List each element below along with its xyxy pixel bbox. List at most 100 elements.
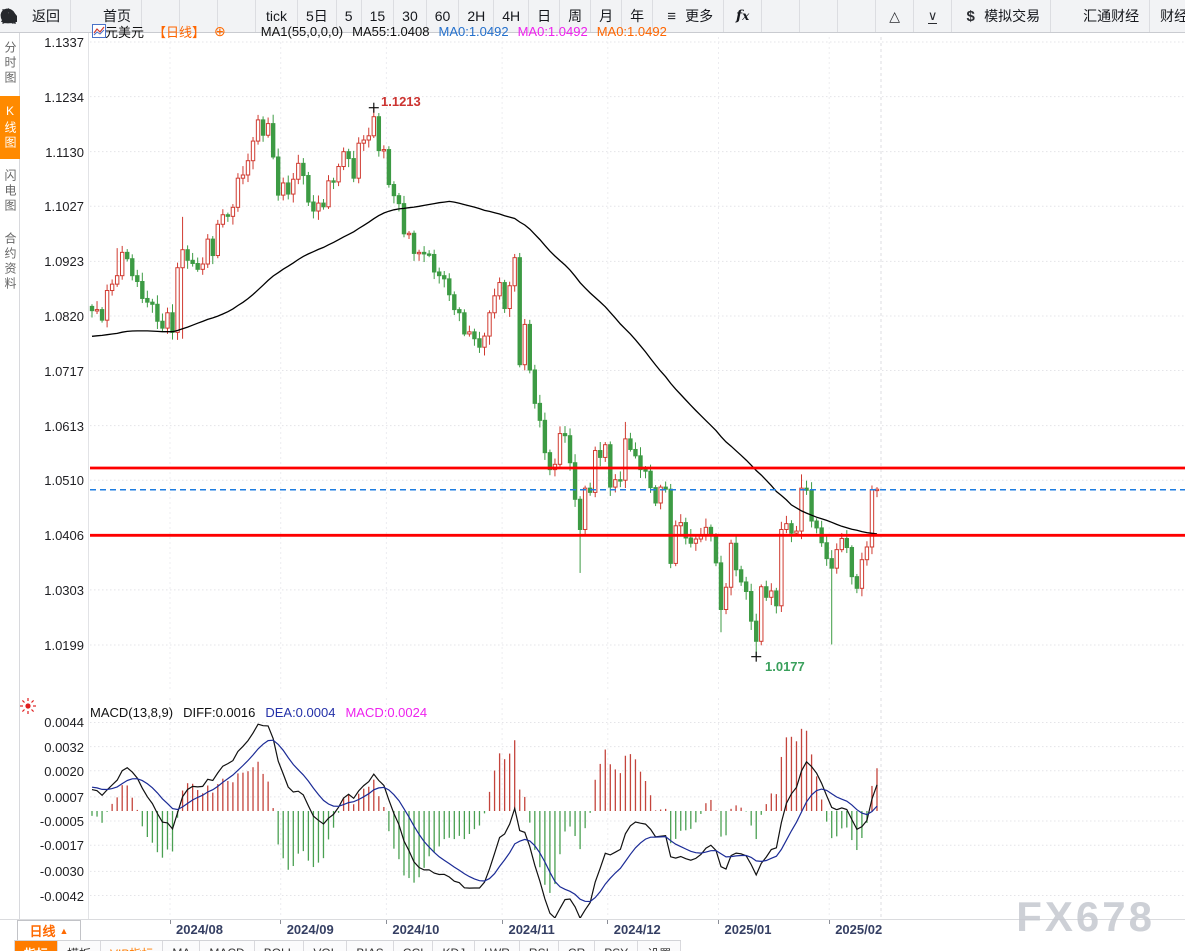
period-month-button[interactable]: 月: [591, 0, 623, 32]
time-axis-label: 2024/09: [286, 922, 334, 937]
period-4h-button-label: 4H: [502, 8, 521, 24]
calendar-button[interactable]: 财经日历: [1150, 0, 1185, 32]
period-week-button[interactable]: 周: [560, 0, 592, 32]
period-day-button-label: 日: [537, 8, 552, 24]
macd-axis-label: 0.0032: [44, 739, 84, 755]
pencil-icon: [3, 8, 865, 25]
sidebar-item-2[interactable]: 闪电图: [3, 169, 17, 214]
main-candle-chart[interactable]: [0, 33, 1185, 694]
period-60m-button[interactable]: 60: [427, 0, 460, 32]
fx678-watermark: FX678: [1016, 893, 1155, 940]
huitong-button[interactable]: 汇通财经: [0, 0, 1151, 32]
indicator-fx-button[interactable]: fx: [724, 0, 763, 32]
price-axis-label: 1.0406: [44, 528, 84, 544]
macd-params-label: MACD(13,8,9): [90, 704, 174, 720]
chart-header: 欧元美元 【日线】 ⊕ MA1(55,0,0,0) MA55:1.0408 MA…: [92, 23, 667, 40]
price-axis-label: 1.0820: [44, 308, 84, 324]
demo-trade-button[interactable]: $ 模拟交易: [952, 0, 1052, 32]
price-axis-label: 1.1234: [44, 89, 84, 105]
fx-icon: fx: [736, 8, 750, 24]
triangle-down-icon: ∨: [927, 7, 938, 24]
price-axis-label: 1.1337: [44, 35, 84, 50]
macd-header: MACD(13,8,9) DIFF:0.0016 DEA:0.0004 MACD…: [90, 704, 427, 720]
indicator-tab-LWR[interactable]: LWR: [475, 941, 520, 951]
time-axis-label: 2024/10: [392, 922, 440, 937]
period-selector-label: 日线: [29, 924, 56, 939]
indicator-tab-指标[interactable]: 指标: [15, 941, 59, 951]
chart-type-sidebar: 分时图 K线图闪电图合约资料: [0, 33, 20, 951]
period-2h-button-label: 2H: [467, 8, 486, 24]
time-axis-tick: [385, 920, 387, 924]
time-axis-label: 2024/08: [176, 922, 223, 937]
demo-trade-button-label: 模拟交易: [984, 8, 1041, 24]
period-5d-button[interactable]: 5日: [298, 0, 337, 32]
huitong-button-label: 汇通财经: [1083, 8, 1140, 24]
sidebar-item-0[interactable]: 分时图: [3, 41, 17, 86]
mark-up-button[interactable]: △: [876, 0, 915, 32]
time-axis-label: 2024/12: [613, 922, 661, 937]
dea-value: DEA:0.0004: [265, 704, 336, 720]
indicator-tab-CR[interactable]: CR: [559, 941, 596, 951]
macd-axis-label: -0.0017: [39, 838, 84, 854]
sidebar-item-1[interactable]: K线图: [0, 96, 20, 159]
macd-axis-label: -0.0042: [39, 888, 84, 904]
indicator-tab-模板[interactable]: 模板: [58, 941, 102, 951]
indicator-tab-CCI[interactable]: CCI: [394, 941, 434, 951]
indicator-tab-VIP指标[interactable]: VIP指标: [101, 941, 164, 951]
period-tag: 【日线】: [153, 24, 206, 40]
period-5m-button[interactable]: 5: [337, 0, 362, 32]
tick-period-button-label: tick: [266, 8, 287, 24]
indicator-tab-VOL[interactable]: VOL: [304, 941, 348, 951]
period-15m-button[interactable]: 15: [362, 0, 395, 32]
sidebar-item-3[interactable]: 合约资料: [3, 232, 17, 292]
indicator-tab-PSY[interactable]: PSY: [595, 941, 639, 951]
period-week-button-label: 周: [568, 8, 583, 24]
zoom-out-button[interactable]: [0, 0, 801, 32]
tick-period-button[interactable]: tick: [256, 0, 298, 32]
macd-axis-label: 0.0020: [44, 763, 84, 779]
period-60m-button-label: 60: [434, 8, 451, 24]
price-axis-label: 1.1130: [45, 144, 84, 160]
xaxis-line: [0, 919, 1185, 920]
macd-panel[interactable]: [0, 694, 1185, 920]
period-30m-button[interactable]: 30: [394, 0, 427, 32]
period-15m-button-label: 15: [369, 8, 386, 24]
mark-down-button[interactable]: ∨: [914, 0, 953, 32]
ma-setting-label: MA1(55,0,0,0): [260, 23, 344, 39]
zoom-in-icon: [0, 8, 827, 25]
indicator-tab-RSI[interactable]: RSI: [520, 941, 559, 951]
price-axis-label: 1.0303: [44, 582, 84, 598]
indicator-tab-MACD[interactable]: MACD: [200, 941, 255, 951]
add-indicator-icon[interactable]: ⊕: [214, 23, 226, 39]
draw-button[interactable]: [3, 0, 877, 32]
home-button-label: 首页: [103, 8, 131, 24]
period-selector-button[interactable]: 日线 ▲: [17, 920, 81, 941]
period-4h-button[interactable]: 4H: [494, 0, 530, 32]
indicator-tab-BOLL[interactable]: BOLL: [255, 941, 305, 951]
period-year-button-label: 年: [630, 8, 645, 24]
indicator-tab-BIAS[interactable]: BIAS: [347, 941, 394, 951]
time-axis-label: 2025/01: [724, 922, 772, 937]
macd-axis-label: -0.0030: [39, 864, 84, 880]
indicator-settings-sun-icon[interactable]: [19, 697, 37, 715]
period-year-button[interactable]: 年: [622, 0, 654, 32]
low-annotation: 1.0177: [765, 659, 805, 674]
indicator-tab-设置[interactable]: 设置: [638, 941, 682, 951]
chevron-up-icon: ▲: [59, 925, 69, 936]
ma0-value-blue: MA0:1.0492: [438, 23, 509, 39]
triangle-up-icon: △: [889, 8, 901, 24]
indicator-tab-KDJ[interactable]: KDJ: [433, 941, 476, 951]
more-button[interactable]: ≡ 更多: [653, 0, 725, 32]
time-axis-label: 2025/02: [835, 922, 883, 937]
period-2h-button[interactable]: 2H: [459, 0, 495, 32]
period-day-button[interactable]: 日: [529, 0, 561, 32]
diff-value: DIFF:0.0016: [183, 704, 256, 720]
high-annotation: 1.1213: [381, 94, 421, 109]
indicator-tab-bar: 指标模板VIP指标MAMACDBOLLVOLBIASCCIKDJLWRRSICR…: [14, 940, 682, 951]
calendar-button-label: 财经日历: [1160, 8, 1185, 24]
zoom-in-button[interactable]: [0, 0, 839, 32]
mini-chart-icon[interactable]: [92, 23, 252, 40]
period-30m-button-label: 30: [402, 8, 418, 24]
indicator-tab-MA[interactable]: MA: [163, 941, 201, 951]
